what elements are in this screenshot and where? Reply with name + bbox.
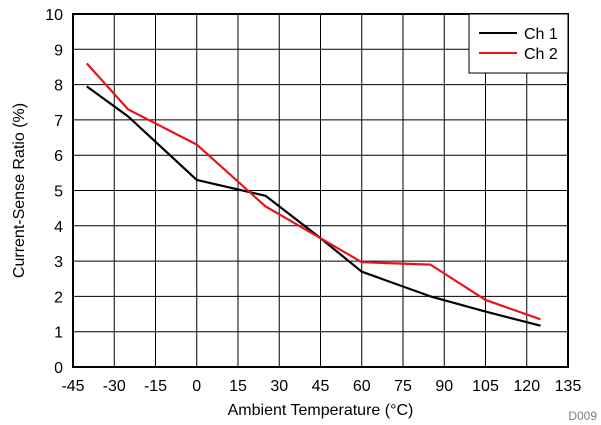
y-axis-tick-labels: 0 1 2 3 4 5 6 7 8 9 10 [45, 7, 63, 377]
x-tick-label: 120 [513, 378, 540, 395]
x-tick-label: 135 [555, 378, 582, 395]
x-tick-label: 30 [270, 378, 288, 395]
x-tick-label: 60 [353, 378, 371, 395]
x-tick-label: 90 [435, 378, 453, 395]
x-axis-label: Ambient Temperature (°C) [228, 402, 414, 419]
plot-frame [72, 13, 569, 368]
x-axis-tick-labels: -45 -30 -15 0 15 30 45 60 75 90 105 120 135 [61, 378, 581, 395]
legend-label-ch1: Ch 1 [524, 26, 558, 43]
legend-box [468, 13, 569, 74]
y-tick-label: 5 [54, 184, 63, 201]
y-tick-label: 8 [54, 78, 63, 95]
y-tick-label: 3 [54, 254, 63, 271]
legend: Ch 1 Ch 2 [468, 13, 569, 74]
x-tick-label: 0 [192, 378, 201, 395]
series-layer [85, 62, 541, 327]
y-tick-label: 10 [45, 7, 63, 24]
y-tick-label: 1 [54, 325, 63, 342]
x-tick-label: 75 [394, 378, 412, 395]
y-tick-label: 4 [54, 219, 63, 236]
legend-label-ch2: Ch 2 [524, 46, 558, 63]
y-tick-label: 7 [54, 113, 63, 130]
y-tick-label: 2 [54, 289, 63, 306]
x-tick-label: 105 [472, 378, 499, 395]
x-tick-label: 45 [312, 378, 330, 395]
y-tick-label: 9 [54, 42, 63, 59]
x-tick-label: 15 [229, 378, 247, 395]
y-tick-label: 6 [54, 148, 63, 165]
figure-code: D009 [568, 409, 597, 423]
y-tick-label: 0 [54, 360, 63, 377]
x-tick-label: -30 [103, 378, 126, 395]
x-tick-label: -15 [144, 378, 167, 395]
y-axis-label: Current-Sense Ratio (%) [11, 103, 28, 278]
x-tick-label: -45 [61, 378, 84, 395]
series-line-ch2 [85, 62, 541, 321]
